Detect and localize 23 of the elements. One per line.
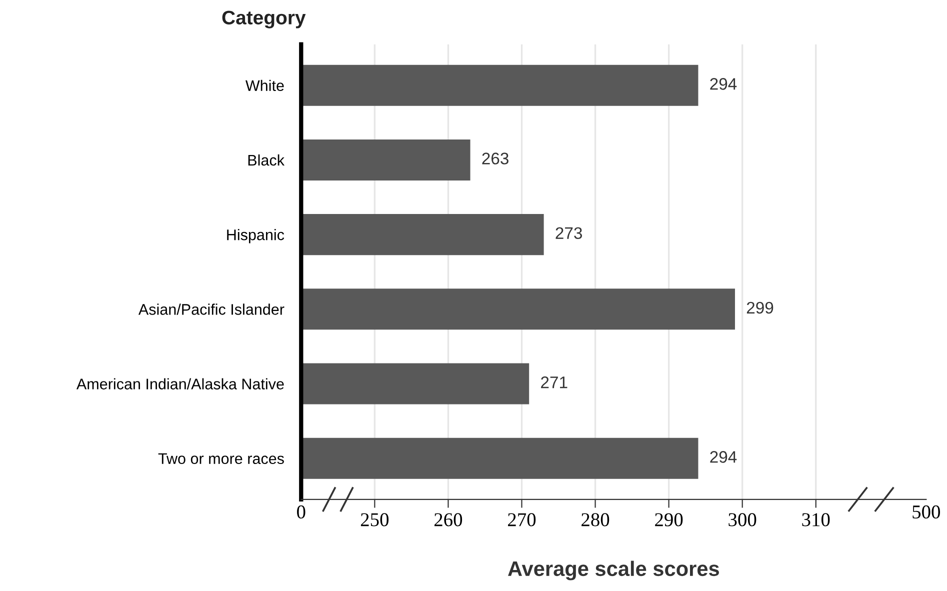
- x-axis-title: Average scale scores: [508, 560, 719, 580]
- data-label: 271: [541, 376, 568, 388]
- data-label: 273: [556, 227, 582, 240]
- x-tick-label: 250: [360, 513, 389, 526]
- data-label: 294: [710, 78, 737, 90]
- y-tick-label: Two or more races: [158, 453, 284, 464]
- y-tick-label: American Indian/Alaska Native: [76, 378, 284, 390]
- x-tick-label: 260: [434, 513, 462, 526]
- y-tick-label: Asian/Pacific Islander: [138, 304, 284, 315]
- x-tick-label: 270: [508, 513, 536, 526]
- data-label: 294: [710, 451, 737, 463]
- y-tick-label: White: [245, 80, 284, 92]
- data-label: 299: [746, 302, 774, 314]
- x-tick-label: 310: [802, 513, 830, 526]
- text: 0: [297, 505, 306, 519]
- text: 500: [912, 505, 940, 519]
- y-axis-title: Category: [222, 10, 306, 28]
- y-tick-label: Hispanic: [227, 229, 284, 244]
- x-tick-label: 290: [655, 513, 683, 526]
- x-tick-label: 300: [728, 513, 756, 526]
- y-tick-label: Black: [248, 154, 284, 166]
- x-tick-label: 280: [582, 513, 610, 526]
- data-label: 263: [482, 152, 508, 164]
